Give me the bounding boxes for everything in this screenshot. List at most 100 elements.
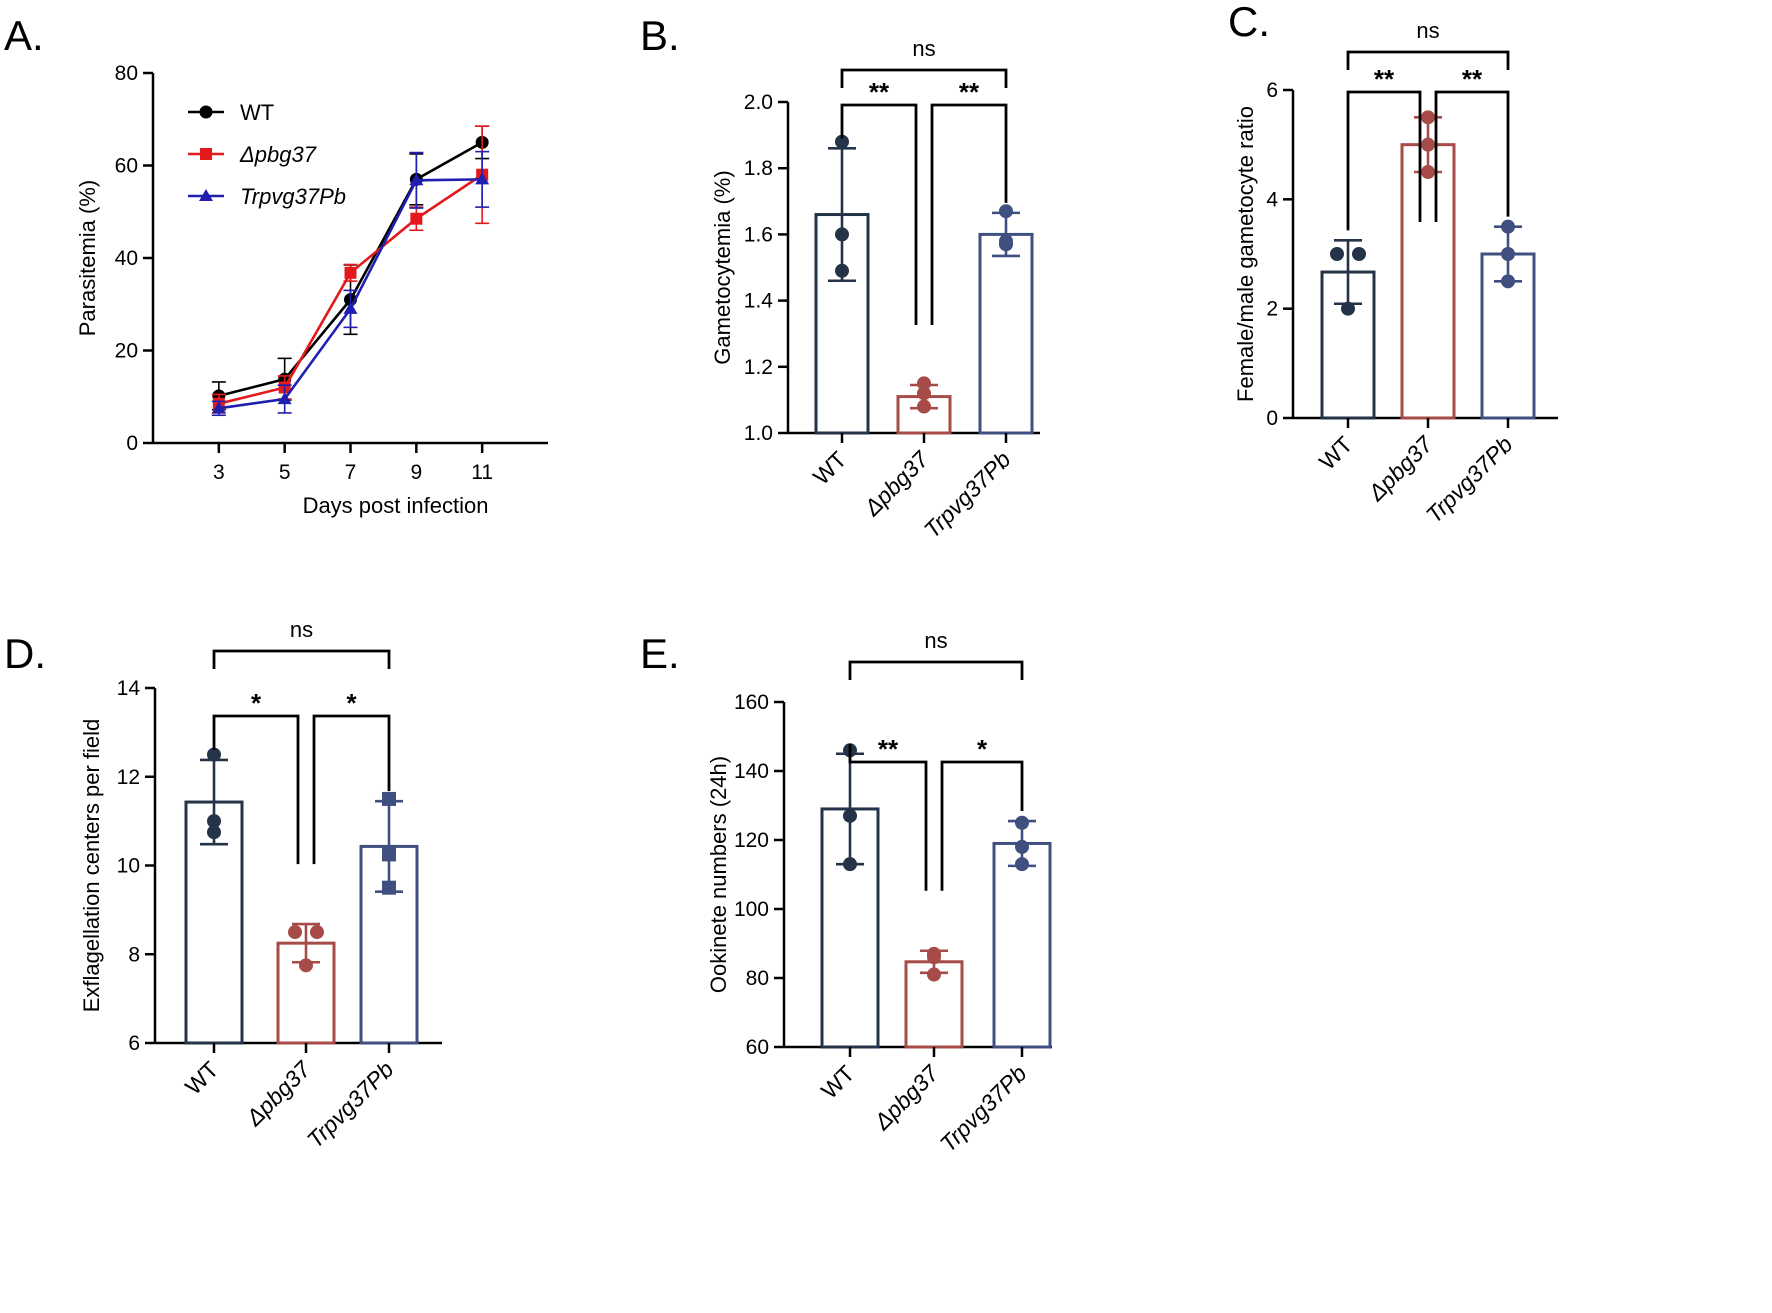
data-point xyxy=(843,857,857,872)
panel-letter-a: A. xyxy=(4,12,44,59)
significance-label: ** xyxy=(1462,64,1483,94)
bracket xyxy=(848,743,928,891)
significance-brackets: ** *ns xyxy=(848,628,1024,891)
bracket xyxy=(1346,90,1422,231)
bar-group-2: Trpvg37Pb xyxy=(919,204,1034,543)
legend-label: WT xyxy=(240,100,274,125)
data-point xyxy=(382,791,396,806)
data-point xyxy=(409,173,424,186)
x-tick-label: Trpvg37Pb xyxy=(919,446,1016,543)
bracket xyxy=(212,649,391,669)
data-point xyxy=(207,825,221,840)
y-tick-label: 20 xyxy=(115,340,138,363)
data-point xyxy=(917,376,931,391)
y-tick-label: 8 xyxy=(128,943,140,966)
panel-letter-b: B. xyxy=(640,12,680,59)
y-tick-label: 160 xyxy=(734,691,769,714)
data-point xyxy=(207,814,221,829)
y-tick-label: 140 xyxy=(734,760,769,783)
y-tick-label: 1.4 xyxy=(744,290,774,313)
y-tick-label: 1.2 xyxy=(744,356,773,379)
y-tick-label: 80 xyxy=(115,62,138,85)
data-point xyxy=(1330,247,1344,261)
data-point xyxy=(1501,274,1515,289)
data-point xyxy=(211,401,226,414)
significance-label: ns xyxy=(1416,18,1439,43)
data-point xyxy=(382,847,396,862)
y-tick-label: 6 xyxy=(1266,79,1278,102)
y-tick-label: 60 xyxy=(115,155,138,178)
series-2 xyxy=(211,150,490,417)
x-tick-label: Trpvg37Pb xyxy=(1421,431,1518,528)
x-tick-label: 3 xyxy=(213,461,225,484)
legend-marker xyxy=(199,189,213,201)
y-tick-label: 0 xyxy=(126,432,138,455)
data-point xyxy=(1341,301,1355,316)
legend-label: Δpbg37 xyxy=(239,142,317,167)
data-point xyxy=(1421,110,1435,125)
data-point xyxy=(310,925,324,940)
legend: WT Δpbg37 Trpvg37Pb xyxy=(188,100,346,209)
y-axis-title: Ookinete numbers (24h) xyxy=(706,756,731,993)
x-tick-label: 7 xyxy=(345,461,357,484)
data-point xyxy=(277,392,292,405)
bracket xyxy=(1434,90,1510,222)
significance-label: * xyxy=(251,688,262,718)
x-tick-label: Δpbg37 xyxy=(858,445,934,521)
bar-group-0: WT xyxy=(808,134,870,490)
data-point xyxy=(999,237,1013,252)
x-axis-title: Days post infection xyxy=(303,493,489,518)
bar-group-1: Δpbg37 xyxy=(858,376,952,521)
y-axis-title: Parasitemia (%) xyxy=(75,180,100,336)
y-tick-label: 2 xyxy=(1266,298,1278,321)
data-point xyxy=(343,301,358,314)
significance-label: * xyxy=(346,688,357,718)
significance-label: ns xyxy=(924,628,947,653)
y-tick-label: 1.8 xyxy=(744,157,773,180)
y-axis-title: Female/male gametocyte ratio xyxy=(1233,106,1258,402)
data-point xyxy=(1421,137,1435,152)
panel-c: C. 0 2 4 6 Female/male gametocyte ratio WT Δpbg… xyxy=(1228,0,1558,528)
y-tick-label: 14 xyxy=(117,677,141,700)
panel-d: D. 6 8 10 12 14 Exflagellation centers per fie… xyxy=(4,617,442,1153)
data-point xyxy=(299,958,313,973)
bar-group-0: WT xyxy=(1314,239,1376,475)
y-tick-label: 1.6 xyxy=(744,223,773,246)
y-tick-label: 120 xyxy=(734,829,769,852)
bar-group-1: Δpbg37 xyxy=(1362,110,1456,506)
data-point xyxy=(927,950,941,965)
y-tick-label: 1.0 xyxy=(744,422,773,445)
data-point xyxy=(1501,219,1515,234)
significance-label: ns xyxy=(912,36,935,61)
data-point xyxy=(410,212,423,225)
bar-group-0: WT xyxy=(816,743,880,1104)
significance-brackets: * * ns xyxy=(212,617,391,865)
bar-group-1: Δpbg37 xyxy=(240,922,336,1131)
significance-brackets: ** ** ns xyxy=(840,36,1008,326)
significance-brackets: ** ** ns xyxy=(1346,18,1510,231)
y-tick-label: 2.0 xyxy=(744,91,773,114)
x-tick-label: 9 xyxy=(410,461,422,484)
x-tick-label: 5 xyxy=(279,461,291,484)
bracket xyxy=(930,103,1008,326)
y-axis-title: Exflagellation centers per field xyxy=(79,719,104,1013)
data-point xyxy=(207,747,221,762)
data-point xyxy=(475,172,490,185)
x-tick-label: Δpbg37 xyxy=(1362,430,1438,506)
legend-marker xyxy=(200,148,212,160)
bracket xyxy=(940,760,1024,891)
data-point xyxy=(843,808,857,823)
data-point xyxy=(344,266,357,279)
bar xyxy=(978,232,1034,435)
bracket xyxy=(840,103,918,326)
panel-e: E. 60 80 100 120 140 160 Ookinete numbers (24h)… xyxy=(640,628,1052,1157)
significance-label: ** xyxy=(878,734,899,764)
y-tick-label: 100 xyxy=(734,898,769,921)
bar-group-0: WT xyxy=(180,747,244,1100)
bar xyxy=(992,841,1052,1049)
y-tick-label: 0 xyxy=(1266,407,1278,430)
significance-label: ** xyxy=(959,77,980,107)
x-tick-label: WT xyxy=(1314,431,1358,475)
y-tick-label: 10 xyxy=(117,855,140,878)
data-point xyxy=(917,386,931,401)
